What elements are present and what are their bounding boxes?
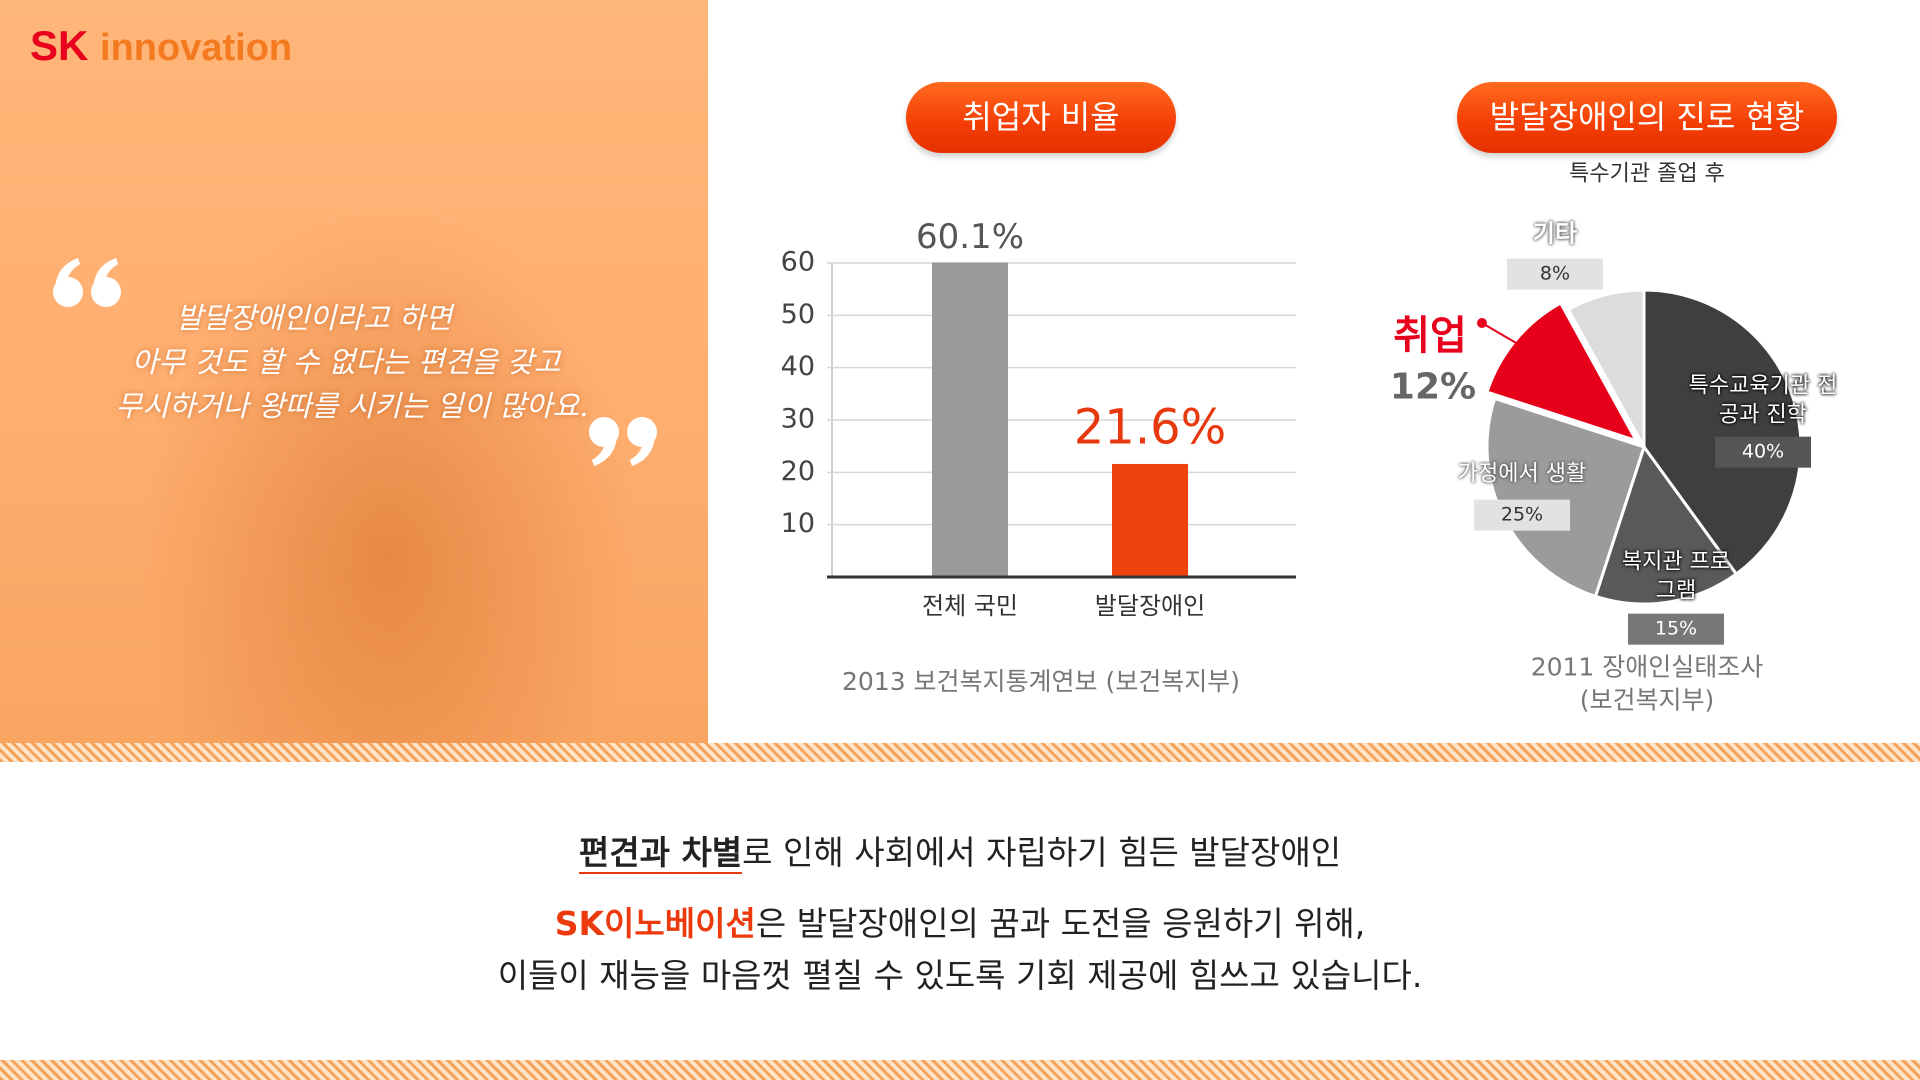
x-tick-label: 전체 국민 (922, 592, 1018, 620)
quote-mark-close (589, 417, 657, 466)
value-label: 25% (1474, 499, 1570, 531)
value-label: 60.1% (916, 217, 1024, 257)
quote-line: 발달장애인이라고 하면 (175, 301, 453, 335)
footer-highlight: 편견과 차별 (578, 833, 743, 874)
value-label: 40% (1715, 436, 1811, 468)
stripe (0, 743, 1920, 762)
quote-line: 무시하거나 왕따를 시키는 일이 많아요. (115, 389, 589, 423)
footer-highlight: SK이노베이션 (554, 904, 756, 943)
y-tick-label: 10 (781, 508, 815, 539)
category-label: 특수교육기관 전공과 진학 (1688, 373, 1838, 427)
y-tick-label: 50 (781, 299, 815, 330)
logo: SK innovation (30, 22, 292, 70)
footer-line: 편견과 차별로 인해 사회에서 자립하기 힘든 발달장애인 (0, 826, 1920, 874)
quote-line: 아무 것도 할 수 없다는 편견을 갖고 (131, 345, 561, 379)
pie-slice (1642, 288, 1803, 577)
stripe (0, 1060, 1920, 1080)
category-label: 기타 (1532, 219, 1578, 248)
footer-text: 이들이 재능을 마음껏 펼칠 수 있도록 기회 제공에 힘쓰고 있습니다. (497, 956, 1423, 995)
chart-source: 2011 장애인실태조사 (보건복지부) (1530, 652, 1764, 715)
pie-slice (1593, 443, 1739, 606)
category-label: 가정에서 생활 (1457, 461, 1587, 487)
chart-title: 취업자 비율 (906, 82, 1176, 153)
category-label: 복지관 프로그램 (1621, 549, 1731, 603)
logo-text: innovation (100, 27, 293, 69)
y-tick-label: 20 (781, 456, 815, 487)
x-tick-label: 발달장애인 (1095, 592, 1205, 620)
footer-text: 로 인해 사회에서 자립하기 힘든 발달장애인 (742, 833, 1342, 872)
value-label: 8% (1507, 258, 1603, 290)
chart-subtitle: 특수기관 졸업 후 (1569, 161, 1725, 187)
pie-slice (1485, 301, 1640, 444)
chart-title: 발달장애인의 진로 현황 (1457, 82, 1837, 153)
y-tick-label: 30 (781, 404, 815, 435)
leader-line (1481, 322, 1541, 358)
value-label: 15% (1628, 613, 1724, 645)
quote-mark-open (53, 258, 121, 307)
footer-text: 은 발달장애인의 꿈과 도전을 응원하기 위해, (755, 904, 1366, 943)
value-label: 12% (1389, 366, 1477, 408)
chart-source: 2013 보건복지통계연보 (보건복지부) (841, 666, 1241, 696)
value-label: 21.6% (1074, 399, 1226, 455)
quote-panel (0, 0, 708, 743)
bar (1112, 463, 1188, 577)
leader-dot (1477, 318, 1487, 328)
y-tick-label: 60 (781, 247, 815, 278)
pie-slice (1566, 288, 1646, 448)
bar (932, 262, 1008, 577)
y-tick-label: 40 (781, 351, 815, 382)
logo-sk: SK (30, 22, 89, 69)
category-label: 취업 (1393, 313, 1467, 359)
footer-line: SK이노베이션은 발달장애인의 꿈과 도전을 응원하기 위해, (0, 897, 1920, 945)
